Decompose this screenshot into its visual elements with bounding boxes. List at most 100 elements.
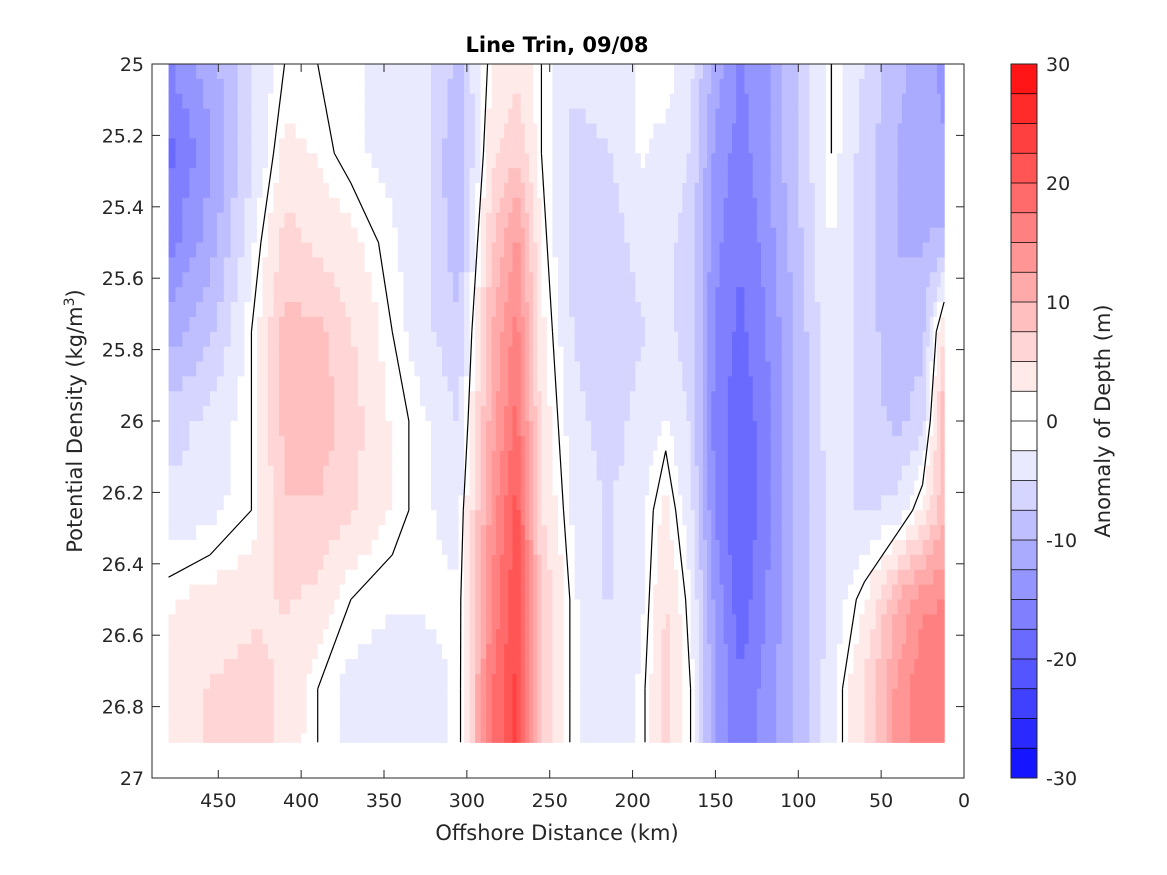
contour-cell (357, 569, 366, 586)
contour-cell (552, 168, 559, 184)
contour-cell (210, 554, 218, 571)
contour-cell (897, 421, 903, 437)
contour-cell (237, 406, 246, 422)
contour-cell (719, 450, 725, 467)
contour-cell (848, 421, 855, 437)
contour-cell (881, 212, 888, 229)
contour-cell (870, 435, 877, 452)
contour-cell (922, 212, 927, 229)
contour-cell (364, 465, 373, 482)
contour-cell (262, 78, 269, 95)
contour-cell (182, 93, 190, 110)
contour-cell (682, 346, 688, 363)
contour-cell (392, 525, 399, 541)
contour-cell (469, 227, 476, 244)
contour-cell (756, 227, 762, 244)
contour-cell (635, 406, 642, 422)
contour-cell (339, 227, 346, 244)
contour-cell (906, 138, 911, 154)
contour-cell (892, 316, 899, 333)
contour-cell (933, 168, 938, 184)
contour-cell (541, 93, 548, 110)
contour-cell (596, 510, 603, 526)
contour-cell (613, 227, 620, 244)
contour-cell (831, 465, 838, 482)
contour-cell (552, 302, 559, 318)
contour-cell (596, 331, 603, 348)
contour-cell (196, 554, 204, 571)
contour-cell (744, 465, 750, 482)
contour-cell (596, 465, 603, 482)
contour-cell (624, 197, 631, 214)
contour-cell (859, 421, 866, 437)
contour-cell (546, 435, 554, 452)
contour-cell (371, 554, 380, 571)
contour-cell (520, 495, 526, 511)
contour-cell (500, 376, 505, 392)
contour-cell (580, 406, 587, 422)
contour-cell (425, 554, 432, 571)
contour-cell (723, 272, 729, 288)
contour-cell (781, 108, 788, 125)
contour-cell (618, 421, 625, 437)
contour-cell (301, 316, 308, 333)
contour-cell (210, 93, 218, 110)
contour-cell (870, 108, 877, 125)
contour-cell (508, 540, 514, 556)
contour-cell (629, 554, 636, 571)
contour-cell (430, 227, 438, 244)
contour-cell (403, 361, 410, 377)
contour-cell (761, 257, 766, 273)
contour-cell (848, 331, 855, 348)
contour-cell (371, 153, 380, 169)
contour-cell (230, 242, 239, 258)
contour-cell (781, 391, 788, 407)
contour-cell (574, 183, 581, 199)
contour-cell (574, 495, 581, 511)
contour-cell (350, 435, 359, 452)
contour-cell (602, 93, 609, 110)
contour-cell (831, 168, 838, 184)
contour-cell (533, 540, 538, 556)
contour-cell (533, 480, 538, 496)
contour-cell (732, 346, 737, 363)
contour-cell (624, 331, 631, 348)
contour-cell (761, 227, 766, 244)
contour-cell (520, 554, 526, 571)
contour-cell (591, 495, 598, 511)
contour-cell (508, 183, 514, 199)
contour-cell (251, 287, 258, 303)
contour-cell (910, 93, 915, 110)
contour-cell (649, 465, 654, 482)
contour-cell (910, 123, 915, 139)
contour-cell (558, 108, 565, 125)
contour-cell (569, 78, 576, 95)
contour-cell (602, 316, 609, 333)
contour-cell (175, 78, 183, 95)
contour-cell (740, 183, 746, 199)
contour-cell (491, 346, 497, 363)
contour-cell (607, 183, 614, 199)
contour-cell (323, 495, 330, 511)
contour-cell (629, 123, 636, 139)
contour-cell (419, 93, 427, 110)
contour-cell (624, 465, 631, 482)
contour-cell (897, 153, 903, 169)
contour-cell (914, 93, 920, 110)
contour-cell (585, 287, 592, 303)
contour-cell (918, 93, 924, 110)
contour-cell (694, 183, 700, 199)
contour-cell (508, 421, 514, 437)
contour-cell (653, 495, 659, 511)
contour-cell (312, 138, 319, 154)
contour-cell (385, 376, 393, 392)
contour-cell (740, 435, 746, 452)
contour-cell (682, 64, 688, 80)
contour-cell (707, 421, 712, 437)
contour-cell (686, 93, 692, 110)
contour-cell (403, 153, 410, 169)
contour-cell (707, 183, 712, 199)
contour-cell (317, 316, 324, 333)
contour-cell (940, 376, 945, 392)
contour-cell (770, 227, 777, 244)
